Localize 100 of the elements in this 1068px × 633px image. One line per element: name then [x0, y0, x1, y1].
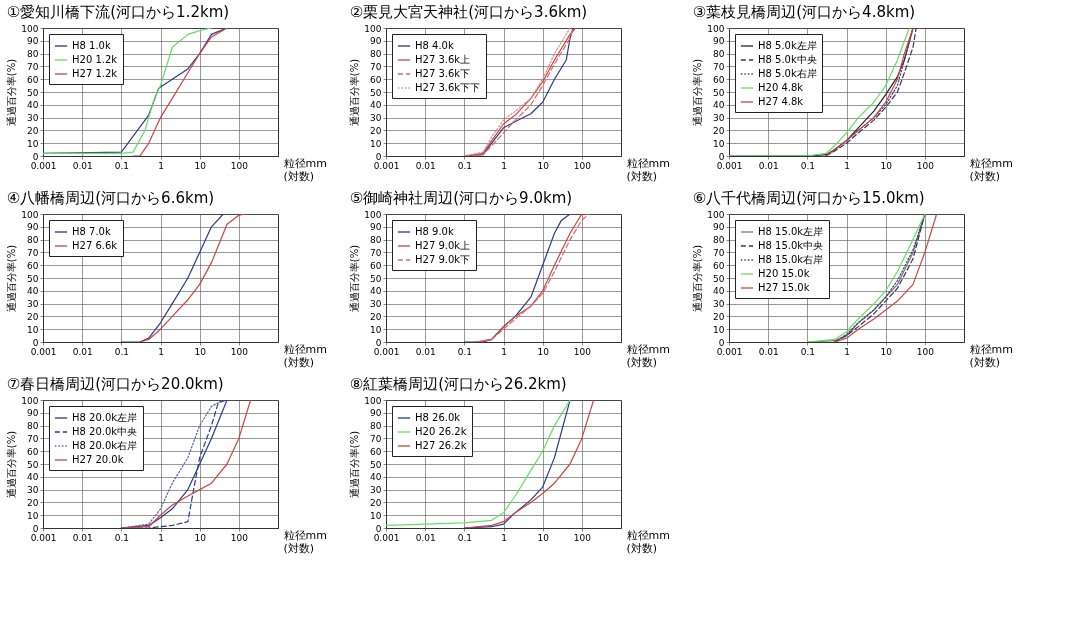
x-tick-label: 10	[537, 346, 550, 357]
y-tick-label: 50	[27, 87, 39, 98]
chart-title: ⑤御崎神社周辺(河口から9.0km)	[349, 189, 573, 207]
y-tick-label: 60	[27, 74, 39, 85]
y-tick-label: 100	[364, 395, 382, 406]
x-axis-title: 粒径mm (対数)	[283, 342, 327, 369]
legend-label: H8 15.0k右岸	[758, 254, 824, 265]
y-tick-label: 40	[27, 472, 39, 483]
legend-label: H8 15.0k中央	[758, 240, 824, 251]
y-tick-label: 60	[713, 260, 725, 271]
y-tick-label: 0	[32, 337, 39, 348]
x-tick-label: 1	[158, 160, 164, 171]
y-tick-label: 70	[27, 61, 39, 72]
y-tick-label: 30	[27, 299, 39, 310]
legend-label: H8 15.0k左岸	[758, 226, 824, 237]
x-axis-title: 粒径mm (対数)	[969, 342, 1013, 369]
y-tick-label: 40	[713, 286, 725, 297]
y-tick-label: 90	[370, 222, 382, 233]
y-tick-label: 50	[27, 273, 39, 284]
legend-label: H27 3.6k上	[415, 54, 471, 65]
y-tick-label: 100	[21, 23, 39, 34]
legend-label: H20 26.2k	[415, 426, 467, 437]
legend-label: H8 1.0k	[72, 40, 111, 51]
x-tick-label: 10	[194, 532, 207, 543]
x-tick-label: 10	[194, 346, 207, 357]
y-tick-label: 70	[713, 61, 725, 72]
x-tick-label: 100	[230, 346, 249, 357]
y-tick-label: 100	[21, 395, 39, 406]
chart-title: ③葉枝見橋周辺(河口から4.8km)	[692, 3, 916, 21]
y-tick-label: 60	[370, 446, 382, 457]
x-axis-title: 粒径mm (対数)	[969, 156, 1013, 183]
x-tick-label: 0.1	[457, 346, 472, 357]
y-tick-label: 70	[27, 247, 39, 258]
y-tick-label: 20	[370, 497, 382, 508]
y-tick-label: 20	[370, 125, 382, 136]
legend-label: H27 9.0k下	[415, 254, 471, 265]
x-tick-label: 0.1	[457, 532, 472, 543]
x-tick-label: 0.001	[373, 532, 400, 543]
legend-label: H27 9.0k上	[415, 240, 471, 251]
x-tick-label: 0.001	[716, 160, 743, 171]
y-tick-label: 70	[713, 247, 725, 258]
y-tick-label: 0	[32, 151, 39, 162]
legend-label: H27 4.8k	[758, 96, 804, 107]
legend-label: H27 3.6k下下	[415, 82, 481, 93]
y-tick-label: 40	[27, 286, 39, 297]
y-tick-label: 70	[27, 433, 39, 444]
y-tick-label: 10	[370, 324, 382, 335]
y-tick-label: 90	[370, 408, 382, 419]
y-tick-label: 70	[370, 433, 382, 444]
y-tick-label: 10	[27, 510, 39, 521]
x-tick-label: 0.01	[758, 160, 779, 171]
legend-label: H27 6.6k	[72, 240, 118, 251]
x-tick-label: 0.01	[415, 346, 436, 357]
y-axis-title: 通過百分率(%)	[349, 58, 361, 127]
chart-title: ⑧紅葉橋周辺(河口から26.2km)	[349, 375, 567, 393]
x-tick-label: 0.01	[415, 532, 436, 543]
y-tick-label: 50	[713, 273, 725, 284]
x-tick-label: 0.1	[800, 160, 815, 171]
legend-label: H8 26.0k	[415, 412, 461, 423]
legend-label: H8 5.0k中央	[758, 54, 817, 65]
x-tick-label: 0.1	[114, 346, 129, 357]
x-tick-label: 1	[844, 160, 850, 171]
x-tick-label: 1	[844, 346, 850, 357]
x-tick-label: 10	[537, 532, 550, 543]
y-tick-label: 20	[713, 311, 725, 322]
chart-title: ②栗見大宮天神社(河口から3.6km)	[349, 3, 588, 21]
y-axis-title: 通過百分率(%)	[349, 430, 361, 499]
y-tick-label: 90	[27, 408, 39, 419]
x-tick-label: 10	[880, 346, 893, 357]
x-tick-label: 0.1	[114, 532, 129, 543]
y-tick-label: 80	[713, 49, 725, 60]
x-tick-label: 0.1	[114, 160, 129, 171]
y-tick-label: 40	[370, 472, 382, 483]
legend-label: H20 4.8k	[758, 82, 804, 93]
y-tick-label: 80	[713, 235, 725, 246]
y-tick-label: 10	[713, 138, 725, 149]
y-tick-label: 20	[713, 125, 725, 136]
legend-label: H27 20.0k	[72, 454, 124, 465]
x-tick-label: 1	[501, 532, 507, 543]
y-tick-label: 70	[370, 247, 382, 258]
y-tick-label: 0	[375, 523, 382, 534]
legend-label: H8 5.0k左岸	[758, 40, 817, 51]
x-tick-label: 0.1	[800, 346, 815, 357]
y-axis-title: 通過百分率(%)	[6, 430, 18, 499]
legend-label: H8 20.0k中央	[72, 426, 138, 437]
x-tick-label: 0.01	[72, 532, 93, 543]
legend-label: H27 15.0k	[758, 282, 810, 293]
chart-title: ①愛知川橋下流(河口から1.2km)	[6, 3, 230, 21]
y-tick-label: 90	[370, 36, 382, 47]
x-tick-label: 1	[158, 346, 164, 357]
legend-label: H27 1.2k	[72, 68, 118, 79]
y-axis-title: 通過百分率(%)	[6, 244, 18, 313]
y-tick-label: 80	[370, 421, 382, 432]
y-tick-label: 50	[713, 87, 725, 98]
y-tick-label: 50	[370, 459, 382, 470]
x-tick-label: 100	[230, 160, 249, 171]
y-tick-label: 60	[27, 446, 39, 457]
y-tick-label: 40	[370, 100, 382, 111]
legend-label: H27 3.6k下	[415, 68, 471, 79]
x-tick-label: 10	[880, 160, 893, 171]
